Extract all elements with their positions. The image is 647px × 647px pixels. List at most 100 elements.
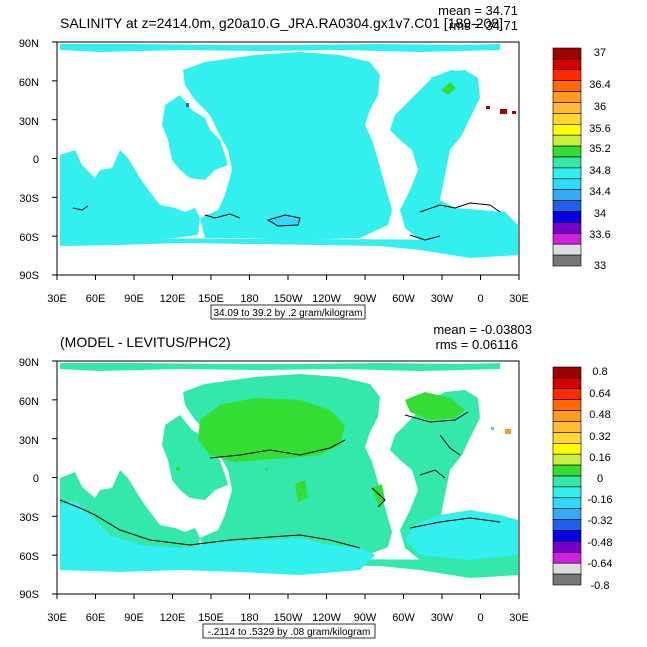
panel-2-rms: rms = 0.06116 [435,337,518,352]
panel-2-x-tick-labels: 30E 60E 90E 120E 150E 180 150W 120W 90W … [47,612,529,624]
panel-2-colorbar-swatch-3 [552,399,582,411]
panel-1-colorbar [552,47,582,267]
panel-2-accents [176,427,511,471]
panel-1-title: SALINITY at z=2414.0m, g20a10.G_JRA.RA03… [60,15,503,31]
panel-2-colorbar-swatch-2 [552,388,582,400]
panel-1-colorbar-swatch-5 [552,102,582,114]
panel-2-colorbar-swatch-14 [552,519,582,531]
panel-1-cb-label-6: 34.4 [589,186,610,198]
panel-2-colorbar-swatch-16 [552,541,582,553]
panel-1-xtick-180: 180 [240,293,258,305]
panel-2-ytick-90N: 90N [19,357,39,369]
panel-2-colorbar-swatch-13 [552,508,582,520]
panel-1-cb-label-7: 34 [594,208,606,220]
panel-2-xtick-120E: 120E [160,612,186,624]
panel-2-colorbar-swatch-4 [552,410,582,422]
panel-2-cb-label-5: 0 [597,473,603,485]
panel-2-colorbar-swatch-10 [552,475,582,488]
panel-2-colorbar-labels: 0.8 0.64 0.48 0.32 0.16 0 -0.16 -0.32 -0… [587,366,612,592]
panel-1-cb-label-5: 34.8 [589,165,610,177]
panel-2-xtick-30E-end: 30E [509,612,529,624]
panel-2-colorbar-swatch-8 [552,453,582,466]
panel-1-xtick-60W: 60W [392,293,415,305]
panel-1-xtick-90W: 90W [354,293,377,305]
panel-1-ytick-90S: 90S [19,270,39,282]
panel-2-ytick-30N: 30N [19,435,39,447]
panel-1-xtick-60E: 60E [86,293,106,305]
panel-2-xtick-120W: 120W [312,612,341,624]
panel-1: SALINITY at z=2414.0m, g20a10.G_JRA.RA03… [19,3,611,320]
panel-1-ocean-field [60,44,518,258]
panel-1-colorbar-swatch-10 [552,156,582,169]
panel-1-contours [72,202,501,241]
panel-2-ytick-90S: 90S [19,589,39,601]
panel-1-xtick-0: 0 [477,293,483,305]
panel-1-colorbar-swatch-19 [552,254,582,267]
panel-1-ticks [52,41,520,280]
panel-1-rms: rms = 34.71 [449,18,518,33]
panel-2-cb-label-4: 0.16 [589,452,610,464]
panel-2-mean: mean = -0.03803 [433,322,532,337]
panel-2-xtick-90E: 90E [124,612,144,624]
panel-2-contour-info: -.2114 to .5329 by .08 gram/kilogram [208,627,371,638]
panel-2-xtick-30W: 30W [431,612,454,624]
panel-1-cb-label-2: 36 [594,101,606,113]
panel-2-colorbar-swatch-19 [552,573,582,586]
panel-1-ytick-60S: 60S [19,232,39,244]
panel-1-y-tick-labels: 90N 60N 30N 0 30S 60S 90S [19,38,39,282]
panel-1-cb-label-9: 33 [594,260,606,272]
panel-1-xtick-30E: 30E [47,293,67,305]
panel-1-colorbar-swatch-11 [552,167,582,180]
panel-1-colorbar-swatch-8 [552,134,582,147]
panel-2-colorbar-swatch-5 [552,421,582,433]
panel-1-colorbar-swatch-12 [552,178,582,191]
panel-1-colorbar-labels: 37 36.4 36 35.6 35.2 34.8 34.4 34 33.6 3… [589,47,610,272]
panel-1-contour-info-box [210,304,366,320]
panel-2-cb-label-1: 0.64 [589,388,610,400]
panel-2-cb-label-3: 0.32 [589,431,610,443]
panel-2-cb-label-2: 0.48 [589,409,610,421]
panel-2-ytick-0: 0 [33,473,39,485]
panel-2-colorbar-swatch-11 [552,486,582,499]
panel-2-positive-anomalies [198,392,465,505]
panel-1-ytick-30S: 30S [19,193,39,205]
panel-2-xtick-150E: 150E [198,612,224,624]
panel-2-cb-label-0: 0.8 [592,366,607,378]
panel-2: (MODEL - LEVITUS/PHC2) mean = -0.03803 r… [19,322,613,639]
panel-2-ytick-60N: 60N [19,396,39,408]
panel-2-colorbar-swatch-18 [552,562,582,575]
panel-2-cb-label-8: -0.48 [587,537,612,549]
panel-2-negative-anomalies [60,500,518,575]
panel-1-colorbar-swatch-2 [552,69,582,82]
panel-1-colorbar-swatch-7 [552,124,582,136]
panel-2-xtick-0: 0 [477,612,483,624]
panel-2-ytick-60S: 60S [19,551,39,563]
panel-2-cb-label-9: -0.64 [587,558,612,570]
panel-1-x-tick-labels: 30E 60E 90E 120E 150E 180 150W 120W 90W … [47,293,529,305]
panel-1-xtick-120W: 120W [312,293,341,305]
panel-2-cb-label-6: -0.16 [587,494,612,506]
panel-1-ytick-60N: 60N [19,77,39,89]
panel-1-xtick-150W: 150W [274,293,303,305]
panel-2-colorbar-swatch-6 [552,432,582,444]
panel-2-xtick-90W: 90W [354,612,377,624]
panel-2-xtick-60E: 60E [86,612,106,624]
panel-1-xtick-150E: 150E [198,293,224,305]
panel-1-colorbar-swatch-3 [552,80,582,92]
panel-1-cb-label-8: 33.6 [589,229,610,241]
panel-1-colorbar-swatch-17 [552,233,582,245]
panel-1-colorbar-swatch-18 [552,243,582,256]
panel-1-colorbar-swatch-0 [552,47,582,60]
panel-1-xtick-30E-end: 30E [509,293,529,305]
panel-2-colorbar [552,366,582,586]
panel-1-cb-label-0: 37 [594,47,606,59]
panel-1-accents [186,82,516,227]
panel-2-xtick-150W: 150W [274,612,303,624]
panel-1-colorbar-swatch-15 [552,211,582,223]
panel-1-colorbar-swatch-9 [552,145,582,158]
panel-2-cb-label-10: -0.8 [591,580,610,592]
panel-2-colorbar-swatch-1 [552,377,582,390]
panel-2-contours [59,411,501,549]
panel-2-colorbar-swatch-9 [552,464,582,477]
